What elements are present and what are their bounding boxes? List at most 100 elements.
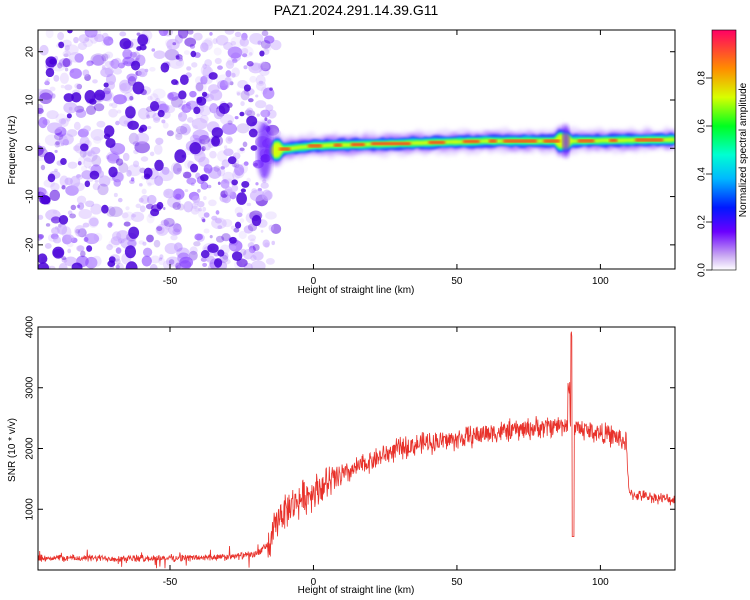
noise-speckle bbox=[108, 206, 123, 217]
noise-speckle bbox=[116, 262, 124, 269]
noise-speckle bbox=[172, 42, 177, 46]
noise-speckle bbox=[270, 39, 282, 51]
noise-speckle bbox=[113, 178, 121, 187]
snr-y-tick-label: 3000 bbox=[25, 376, 36, 399]
noise-speckle bbox=[91, 255, 102, 267]
noise-speckle bbox=[194, 81, 207, 93]
noise-speckle bbox=[66, 129, 78, 137]
noise-speckle bbox=[171, 96, 183, 108]
noise-speckle bbox=[123, 221, 131, 227]
noise-speckle-strong bbox=[200, 174, 209, 182]
noise-speckle bbox=[265, 104, 274, 112]
noise-speckle bbox=[119, 31, 127, 37]
noise-speckle bbox=[172, 228, 181, 235]
noise-speckle bbox=[217, 225, 223, 230]
noise-speckle bbox=[184, 37, 197, 47]
noise-speckle bbox=[164, 105, 176, 114]
noise-speckle bbox=[80, 165, 88, 172]
noise-speckle-strong bbox=[149, 100, 160, 112]
noise-speckle bbox=[50, 216, 61, 224]
noise-speckle-strong bbox=[248, 128, 258, 138]
noise-speckle-strong bbox=[150, 208, 160, 217]
noise-speckle bbox=[125, 206, 130, 211]
noise-speckle bbox=[271, 240, 276, 246]
noise-speckle bbox=[84, 37, 90, 42]
noise-speckle bbox=[115, 158, 124, 166]
noise-speckle bbox=[250, 255, 257, 261]
noise-speckle bbox=[121, 212, 129, 219]
noise-speckle bbox=[58, 118, 67, 125]
noise-speckle bbox=[132, 160, 140, 168]
noise-speckle-strong bbox=[89, 170, 100, 180]
noise-speckle bbox=[101, 65, 106, 70]
noise-speckle bbox=[234, 206, 244, 216]
noise-speckle bbox=[220, 114, 235, 125]
noise-speckle bbox=[48, 265, 56, 269]
noise-speckle bbox=[253, 162, 259, 167]
noise-speckle bbox=[201, 146, 206, 152]
noise-speckle bbox=[105, 155, 110, 160]
noise-speckle bbox=[134, 141, 150, 154]
noise-speckle bbox=[76, 232, 82, 237]
noise-speckle bbox=[115, 258, 121, 265]
noise-speckle-strong bbox=[246, 115, 258, 127]
noise-speckle bbox=[260, 39, 271, 49]
colorbar-frame bbox=[711, 29, 737, 271]
noise-speckle bbox=[113, 94, 127, 105]
noise-speckle bbox=[247, 234, 257, 242]
noise-speckle-strong bbox=[211, 127, 223, 138]
noise-speckle-strong bbox=[47, 173, 56, 183]
noise-speckle bbox=[246, 107, 254, 115]
noise-speckle bbox=[202, 206, 207, 212]
signal-flare bbox=[562, 124, 570, 158]
noise-speckle bbox=[64, 44, 70, 51]
noise-speckle-strong bbox=[239, 111, 245, 117]
noise-speckle bbox=[54, 149, 58, 153]
noise-speckle bbox=[38, 233, 43, 241]
noise-speckle bbox=[116, 109, 122, 114]
noise-speckle bbox=[66, 241, 74, 248]
noise-speckle-strong bbox=[128, 226, 140, 239]
noise-speckle-strong bbox=[201, 91, 208, 97]
noise-speckle bbox=[137, 68, 148, 78]
noise-speckle bbox=[200, 217, 206, 222]
noise-speckle bbox=[208, 199, 217, 207]
noise-speckle bbox=[122, 211, 135, 222]
noise-speckle bbox=[86, 105, 97, 115]
noise-speckle bbox=[268, 224, 275, 232]
noise-speckle bbox=[82, 222, 90, 228]
noise-speckle bbox=[232, 169, 241, 180]
noise-speckle-strong bbox=[45, 67, 55, 78]
noise-speckle-strong bbox=[250, 145, 258, 151]
noise-speckle bbox=[250, 238, 256, 244]
noise-speckle bbox=[94, 33, 105, 43]
noise-speckle bbox=[265, 211, 277, 220]
spectrogram-x-tick-label: 50 bbox=[451, 276, 463, 287]
noise-speckle bbox=[44, 134, 59, 146]
noise-speckle bbox=[198, 105, 212, 117]
noise-speckle bbox=[249, 189, 266, 202]
noise-speckle bbox=[67, 161, 78, 169]
noise-speckle bbox=[233, 227, 240, 233]
noise-speckle-strong bbox=[211, 136, 221, 147]
spectrogram-y-tick-label: 10 bbox=[25, 94, 36, 106]
noise-speckle bbox=[255, 100, 267, 109]
noise-speckle bbox=[54, 141, 61, 148]
noise-speckle-strong bbox=[143, 167, 153, 178]
noise-speckle bbox=[186, 117, 194, 123]
snr-y-tick-label: 4000 bbox=[25, 315, 36, 338]
noise-speckle bbox=[219, 80, 228, 91]
noise-speckle-strong bbox=[179, 74, 189, 86]
noise-speckle bbox=[70, 204, 77, 211]
noise-speckle bbox=[183, 103, 194, 112]
noise-speckle bbox=[247, 242, 255, 249]
noise-speckle bbox=[264, 117, 268, 122]
spectrogram-panel: -50 0 50 100 -20 -10 0 10 20 Height of straight… bbox=[7, 29, 676, 296]
noise-speckle bbox=[109, 40, 114, 45]
noise-speckle bbox=[230, 40, 237, 46]
noise-speckle bbox=[63, 53, 69, 58]
noise-speckle bbox=[159, 254, 164, 260]
noise-speckle bbox=[112, 57, 122, 69]
noise-speckle bbox=[176, 203, 185, 211]
noise-speckle bbox=[55, 140, 60, 146]
